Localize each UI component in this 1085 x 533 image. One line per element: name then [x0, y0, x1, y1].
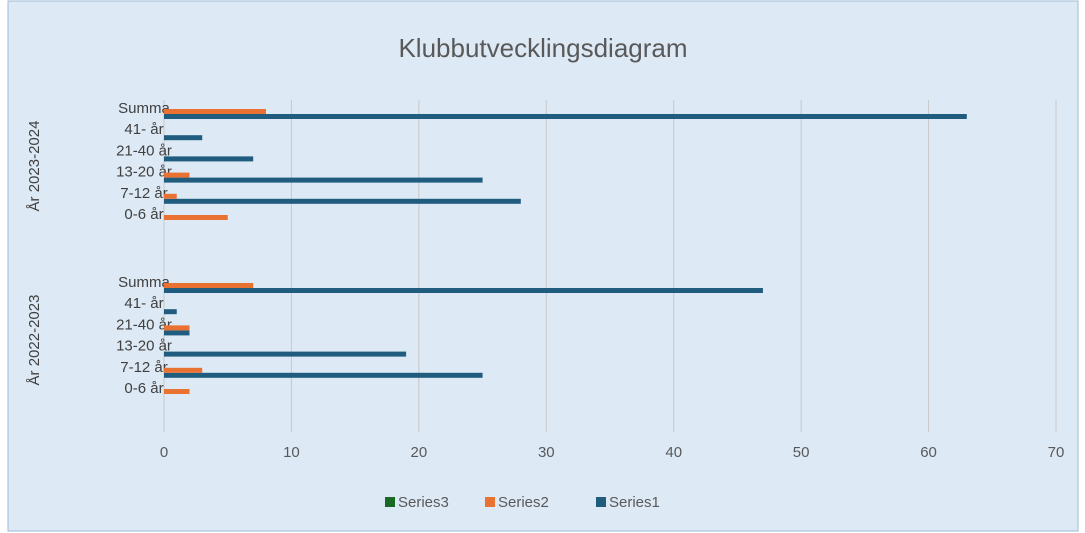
y-tick-label: 7-12 år	[120, 185, 168, 202]
y-tick-label: 0-6 år	[124, 206, 163, 223]
x-tick-label: 20	[411, 444, 428, 461]
bar	[164, 198, 521, 204]
y-tick-label: Summa	[118, 274, 170, 291]
bar	[164, 389, 190, 394]
x-tick-label: 50	[793, 444, 810, 461]
y-tick-label: 13-20 år	[116, 164, 172, 181]
y-tick-label: 13-20 år	[116, 338, 172, 355]
y-tick-label: 0-6 år	[124, 380, 163, 397]
legend-label: Series2	[498, 494, 549, 511]
bar	[164, 172, 190, 178]
bar	[164, 177, 483, 183]
x-tick-label: 30	[538, 444, 555, 461]
legend-swatch	[385, 497, 395, 507]
legend-label: Series3	[398, 494, 449, 511]
legend-swatch	[596, 497, 606, 507]
legend-swatch	[485, 497, 495, 507]
bar	[164, 309, 177, 315]
bar	[164, 215, 228, 220]
bar	[164, 193, 177, 199]
legend-label: Series1	[609, 494, 660, 511]
x-tick-label: 60	[920, 444, 937, 461]
y-tick-label: 7-12 år	[120, 359, 168, 376]
x-tick-label: 0	[160, 444, 168, 461]
x-tick-label: 70	[1048, 444, 1065, 461]
group-label: År 2023-2024	[26, 121, 43, 212]
group-label: År 2022-2023	[26, 295, 43, 386]
bar	[164, 109, 266, 114]
y-tick-label: 21-40 år	[116, 142, 172, 159]
bar	[164, 114, 967, 119]
bar	[164, 288, 763, 293]
x-tick-label: 10	[283, 444, 300, 461]
y-tick-label: Summa	[118, 100, 170, 117]
bar	[164, 351, 407, 357]
y-tick-label: 41- år	[124, 121, 163, 138]
chart-background	[7, 0, 1079, 532]
bar	[164, 156, 254, 162]
y-tick-label: 21-40 år	[116, 316, 172, 333]
bar	[164, 367, 203, 373]
bar	[164, 330, 190, 336]
chart-title: Klubbutvecklingsdiagram	[398, 33, 687, 63]
bar	[164, 372, 483, 378]
bar	[164, 325, 190, 331]
x-tick-label: 40	[665, 444, 682, 461]
bar	[164, 283, 254, 288]
y-tick-label: 41- år	[124, 295, 163, 312]
bar	[164, 135, 203, 141]
